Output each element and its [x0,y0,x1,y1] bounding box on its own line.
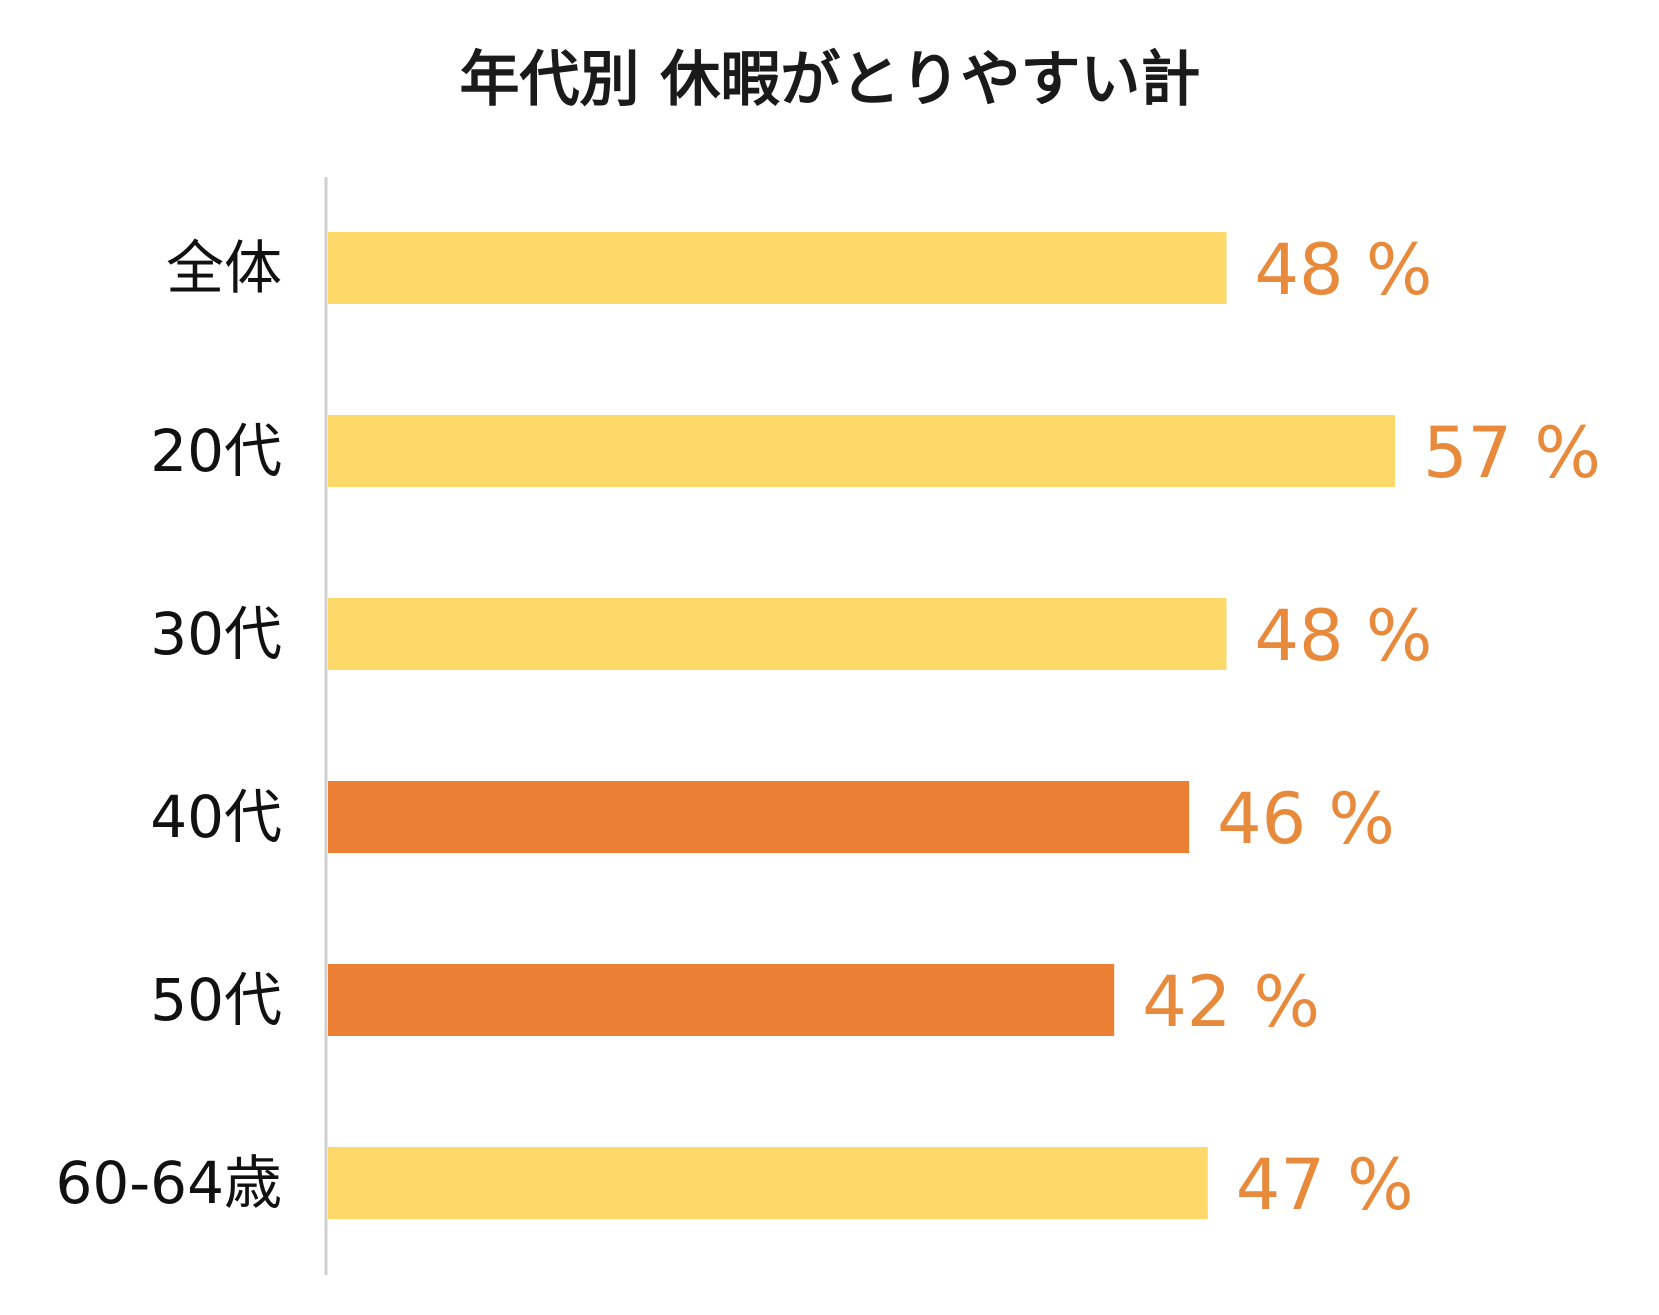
category-label-0: 全体 [166,234,282,302]
category-labels-group: 全体 20代 30代 40代 50代 60-64歳 [55,234,282,1217]
value-label-0: 48 % [1255,229,1433,311]
bar-5 [328,1147,1208,1219]
value-label-5: 47 % [1236,1144,1414,1226]
bar-1 [328,415,1395,487]
category-label-3: 40代 [150,783,282,851]
bars-group [328,232,1395,1219]
chart-title: 年代別 休暇がとりやすい計 [460,45,1201,115]
value-labels-group: 48 % 57 % 48 % 46 % 42 % 47 % [1142,229,1601,1226]
category-label-4: 50代 [150,966,282,1034]
category-label-2: 30代 [150,600,282,668]
value-label-1: 57 % [1423,412,1601,494]
bar-4 [328,964,1115,1036]
bar-0 [328,232,1227,304]
bar-2 [328,598,1227,670]
category-label-5: 60-64歳 [55,1149,282,1217]
value-label-2: 48 % [1255,595,1433,677]
bar-3 [328,781,1190,853]
category-label-1: 20代 [150,417,282,485]
value-label-3: 46 % [1217,778,1395,860]
value-label-4: 42 % [1142,961,1320,1043]
